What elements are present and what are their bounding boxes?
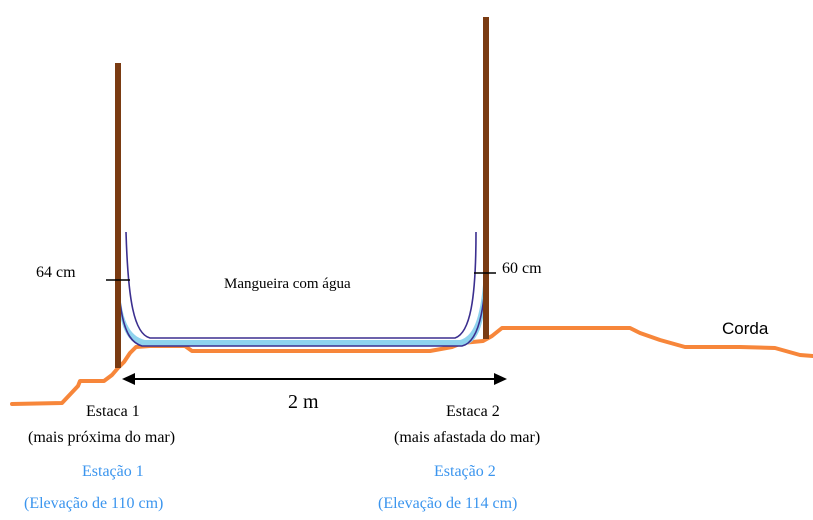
stake-2 bbox=[483, 17, 489, 339]
right-height-label: 60 cm bbox=[502, 260, 542, 277]
station-2-elevation: (Elevação de 114 cm) bbox=[378, 495, 518, 512]
rope-label: Corda bbox=[722, 319, 769, 338]
ground-rope-line bbox=[10, 326, 813, 406]
stake-2-desc: (mais afastada do mar) bbox=[394, 429, 541, 446]
station-1-name: Estação 1 bbox=[82, 463, 144, 480]
station-2-name: Estação 2 bbox=[434, 463, 496, 480]
distance-arrow-left-head bbox=[122, 373, 135, 385]
distance-label: 2 m bbox=[288, 391, 319, 413]
hose-label: Mangueira com água bbox=[224, 276, 351, 292]
stake-1 bbox=[115, 63, 121, 368]
hose-inner bbox=[125, 231, 477, 339]
station-1-elevation: (Elevação de 110 cm) bbox=[24, 495, 164, 512]
distance-arrow-right-head bbox=[494, 373, 507, 385]
stake-1-desc: (mais próxima do mar) bbox=[28, 429, 176, 446]
stake-2-name: Estaca 2 bbox=[446, 403, 500, 420]
stake-1-name: Estaca 1 bbox=[86, 403, 140, 420]
left-height-label: 64 cm bbox=[36, 264, 76, 281]
